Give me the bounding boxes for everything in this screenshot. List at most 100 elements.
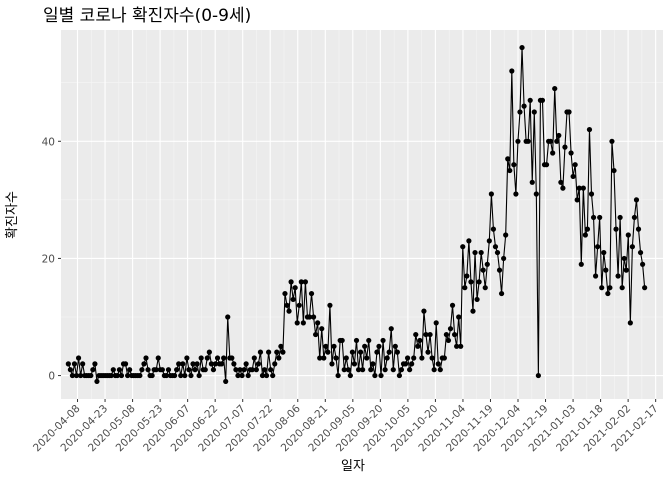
data-point <box>266 349 272 355</box>
data-point <box>423 331 429 338</box>
data-point <box>327 302 333 308</box>
data-point <box>127 367 133 373</box>
data-point <box>270 372 276 379</box>
data-point <box>274 349 280 355</box>
data-point <box>235 372 241 379</box>
data-point <box>449 302 456 308</box>
data-point <box>613 226 619 232</box>
data-point <box>190 361 196 367</box>
data-point <box>137 372 143 379</box>
data-point <box>476 279 482 285</box>
data-point <box>292 285 298 291</box>
data-point <box>69 372 76 379</box>
data-point <box>313 331 319 338</box>
data-point <box>241 367 247 373</box>
data-point <box>568 150 574 156</box>
data-point <box>529 179 535 185</box>
data-point <box>288 279 294 285</box>
data-point <box>71 361 78 367</box>
data-point <box>259 372 266 379</box>
data-point <box>80 361 86 367</box>
data-point <box>509 68 515 74</box>
data-point <box>159 367 165 373</box>
data-point <box>492 244 499 250</box>
data-point <box>231 361 237 367</box>
data-point <box>364 355 370 361</box>
data-point <box>623 267 629 273</box>
data-point <box>88 372 94 379</box>
data-point <box>139 367 145 373</box>
data-point <box>451 331 458 338</box>
data-point <box>627 320 633 326</box>
data-point <box>202 367 208 373</box>
data-point <box>478 249 484 256</box>
data-point <box>94 378 100 385</box>
data-point <box>445 337 452 344</box>
y-tick-label: 20 <box>42 253 55 265</box>
data-point <box>496 267 503 273</box>
x-axis-title: 일자 <box>341 459 365 474</box>
data-point <box>321 355 327 361</box>
data-point <box>498 290 505 297</box>
data-point <box>323 343 329 349</box>
data-point <box>468 279 474 285</box>
data-point <box>341 367 347 373</box>
data-point <box>153 367 159 373</box>
data-point <box>558 179 564 185</box>
data-point <box>208 361 214 367</box>
data-point <box>460 244 466 250</box>
data-point <box>494 249 501 256</box>
plot-panel <box>61 30 663 399</box>
data-point <box>629 244 635 250</box>
data-point <box>351 361 358 367</box>
data-point <box>386 349 392 355</box>
data-point <box>333 355 339 361</box>
data-point <box>396 372 403 379</box>
y-axis-title: 확진자수 <box>5 191 20 239</box>
data-point <box>472 249 478 256</box>
data-point <box>437 367 443 373</box>
data-point <box>488 191 494 197</box>
data-point <box>599 285 605 291</box>
data-point <box>145 367 151 373</box>
data-point <box>633 197 640 203</box>
data-point <box>376 343 382 349</box>
data-point <box>280 349 286 355</box>
data-point <box>110 367 116 373</box>
data-point <box>601 249 607 256</box>
data-point <box>188 372 194 379</box>
data-point <box>73 372 80 379</box>
data-point <box>586 126 593 133</box>
data-point <box>384 355 390 361</box>
data-point <box>355 367 362 373</box>
y-tick-label: 0 <box>48 371 55 383</box>
data-point <box>615 273 621 279</box>
data-point <box>525 138 531 144</box>
data-point <box>339 337 345 344</box>
data-point <box>431 367 437 373</box>
data-point <box>482 285 488 291</box>
data-point <box>172 372 178 379</box>
data-point <box>464 273 470 279</box>
data-point <box>580 185 586 191</box>
data-point <box>603 267 609 273</box>
data-point <box>593 273 599 279</box>
data-point <box>317 355 323 361</box>
y-axis: 0 20 40 <box>42 136 61 383</box>
data-point <box>635 226 642 232</box>
data-point <box>535 372 541 379</box>
data-point <box>411 355 417 361</box>
data-point <box>435 361 441 367</box>
data-point <box>392 343 398 349</box>
data-point <box>590 214 597 221</box>
data-point <box>345 367 351 373</box>
data-point <box>310 314 317 320</box>
data-point <box>174 367 180 373</box>
data-point <box>607 285 613 291</box>
data-point <box>329 361 335 367</box>
data-point <box>163 372 170 379</box>
data-point <box>92 361 98 367</box>
data-point <box>221 355 227 361</box>
data-point <box>407 367 413 373</box>
data-point <box>315 320 321 326</box>
